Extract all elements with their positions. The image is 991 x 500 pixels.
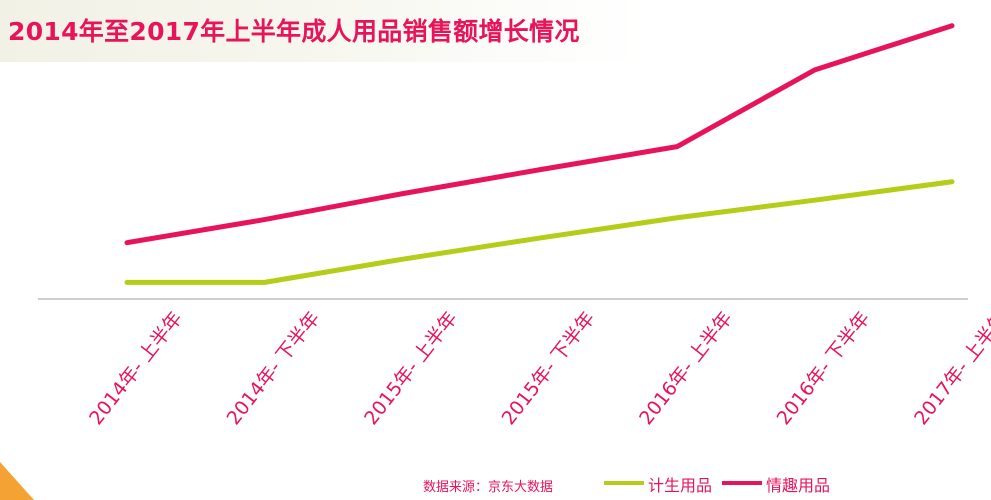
data-source-note: 数据来源：京东大数据	[423, 480, 554, 495]
legend-swatch-series-2	[722, 481, 762, 485]
series-line-1	[124, 179, 955, 285]
legend-label-series-2: 情趣用品	[766, 476, 831, 495]
x-tick-label: 2017年- 上半年	[910, 308, 991, 430]
corner-decoration	[0, 462, 34, 500]
x-tick-label: 2015年- 下半年	[498, 308, 600, 430]
chart-title: 2014年至2017年上半年成人用品销售额增长情况	[8, 17, 580, 46]
legend-label-series-1: 计生用品	[648, 476, 713, 495]
x-tick-label: 2016年- 下半年	[773, 308, 875, 430]
series-line-2	[124, 23, 955, 246]
x-tick-label: 2014年- 上半年	[85, 308, 187, 430]
x-tick-label: 2014年- 下半年	[223, 308, 325, 430]
x-tick-label: 2015年- 上半年	[360, 308, 462, 430]
x-tick-label: 2016年- 上半年	[635, 308, 737, 430]
title-background	[0, 0, 640, 62]
legend-swatch-series-1	[604, 481, 644, 485]
line-chart: 2014年- 上半年 2014年- 下半年 2015年- 上半年 2015年- 下半年…	[38, 23, 991, 430]
